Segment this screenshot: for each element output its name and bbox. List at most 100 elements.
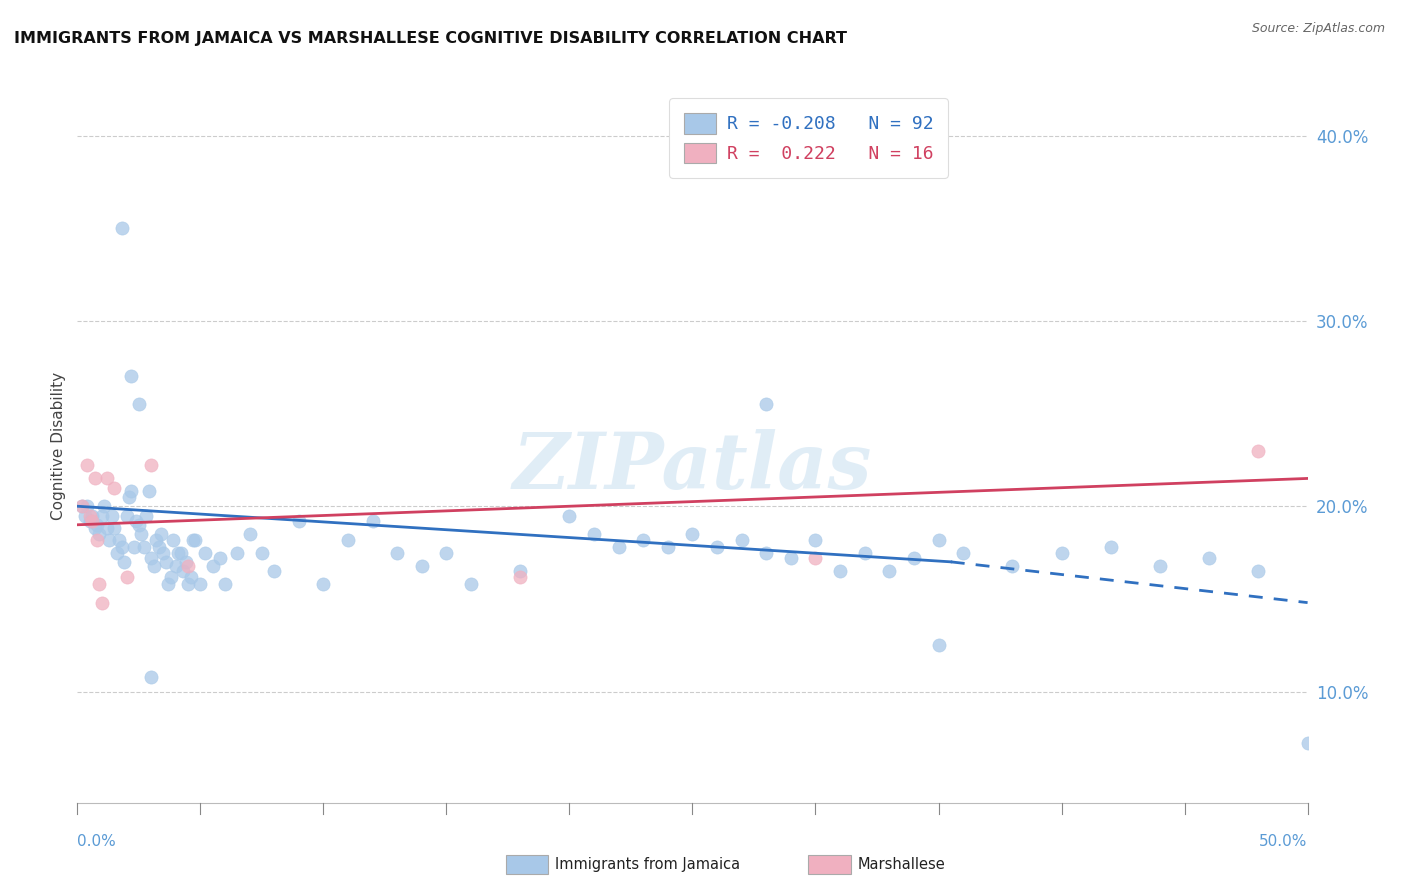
Point — [129, 527, 153, 541]
Point — [337, 533, 360, 547]
Point — [96, 521, 118, 535]
Point — [165, 558, 187, 573]
Point — [141, 670, 163, 684]
Point — [162, 533, 184, 547]
Point — [385, 545, 409, 559]
Point — [82, 508, 104, 523]
Point — [174, 555, 197, 569]
Point — [83, 521, 105, 535]
Point — [142, 558, 165, 573]
Point — [160, 569, 183, 583]
Point — [1099, 540, 1122, 554]
Point — [1247, 564, 1270, 578]
Point — [82, 514, 104, 528]
Text: 50.0%: 50.0% — [1260, 834, 1308, 849]
Point — [928, 533, 950, 547]
Point — [128, 397, 150, 411]
Point — [1247, 443, 1270, 458]
Point — [76, 500, 98, 514]
Point — [90, 596, 114, 610]
Point — [509, 564, 531, 578]
Point — [1149, 558, 1171, 573]
Point — [145, 533, 167, 547]
Point — [288, 514, 311, 528]
Point — [830, 564, 852, 578]
Point — [118, 490, 141, 504]
Point — [633, 533, 655, 547]
Point — [879, 564, 901, 578]
Point — [194, 545, 217, 559]
Point — [188, 577, 212, 591]
Point — [122, 540, 145, 554]
Point — [83, 471, 105, 485]
Text: Immigrants from Jamaica: Immigrants from Jamaica — [555, 857, 741, 871]
Point — [361, 514, 384, 528]
Point — [148, 540, 170, 554]
Point — [853, 545, 876, 559]
Point — [103, 481, 125, 495]
Point — [73, 508, 96, 523]
Point — [250, 545, 273, 559]
Point — [128, 517, 150, 532]
Point — [90, 508, 114, 523]
Point — [411, 558, 433, 573]
Point — [121, 484, 143, 499]
Point — [86, 517, 108, 532]
Point — [731, 533, 754, 547]
Point — [121, 369, 143, 384]
Point — [115, 569, 138, 583]
Point — [141, 458, 163, 473]
Point — [682, 527, 704, 541]
Point — [98, 533, 121, 547]
Point — [509, 569, 531, 583]
Point — [157, 577, 180, 591]
Point — [657, 540, 679, 554]
Point — [607, 540, 630, 554]
Point — [89, 527, 111, 541]
Point — [150, 527, 173, 541]
Point — [79, 514, 101, 528]
Point — [952, 545, 974, 559]
Text: 0.0%: 0.0% — [77, 834, 117, 849]
Point — [93, 500, 115, 514]
Point — [138, 484, 160, 499]
Point — [226, 545, 249, 559]
Point — [184, 533, 207, 547]
Point — [76, 458, 98, 473]
Point — [181, 533, 204, 547]
Point — [141, 551, 163, 566]
Point — [558, 508, 581, 523]
Point — [177, 577, 200, 591]
Point — [209, 551, 232, 566]
Point — [111, 221, 132, 235]
Point — [1001, 558, 1024, 573]
Point — [135, 508, 157, 523]
Point — [1296, 737, 1319, 751]
Text: ZIPatlas: ZIPatlas — [513, 429, 872, 506]
Point — [312, 577, 335, 591]
Point — [201, 558, 224, 573]
Point — [101, 508, 124, 523]
Point — [928, 638, 950, 652]
Point — [86, 533, 108, 547]
Point — [214, 577, 236, 591]
Text: IMMIGRANTS FROM JAMAICA VS MARSHALLESE COGNITIVE DISABILITY CORRELATION CHART: IMMIGRANTS FROM JAMAICA VS MARSHALLESE C… — [14, 31, 846, 46]
Point — [804, 533, 827, 547]
Point — [115, 508, 138, 523]
Text: Source: ZipAtlas.com: Source: ZipAtlas.com — [1251, 22, 1385, 36]
Point — [125, 514, 148, 528]
Point — [170, 545, 193, 559]
Point — [1198, 551, 1220, 566]
Point — [239, 527, 262, 541]
Point — [103, 521, 125, 535]
Legend: R = -0.208   N = 92, R =  0.222   N = 16: R = -0.208 N = 92, R = 0.222 N = 16 — [669, 98, 948, 178]
Point — [755, 397, 778, 411]
Point — [706, 540, 728, 554]
Point — [152, 545, 174, 559]
Y-axis label: Cognitive Disability: Cognitive Disability — [51, 372, 66, 520]
Point — [436, 545, 458, 559]
Point — [167, 545, 190, 559]
Point — [112, 555, 135, 569]
Text: Marshallese: Marshallese — [858, 857, 945, 871]
Point — [89, 577, 111, 591]
